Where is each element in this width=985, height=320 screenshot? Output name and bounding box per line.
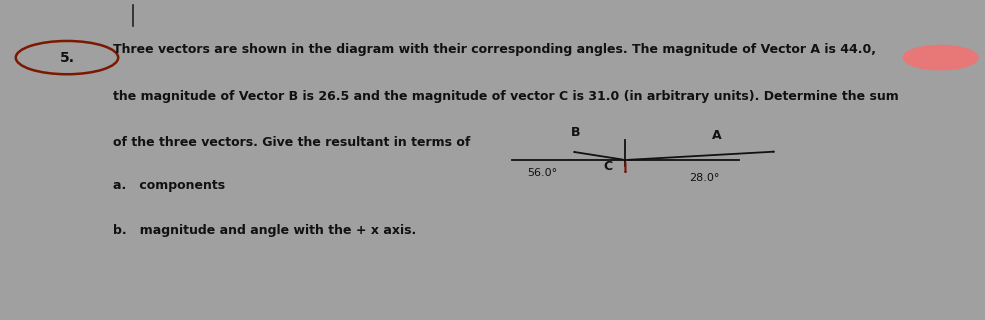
Text: A: A — [712, 129, 722, 142]
Text: b.   magnitude and angle with the + x axis.: b. magnitude and angle with the + x axis… — [113, 224, 417, 237]
Text: of the three vectors. Give the resultant in terms of: of the three vectors. Give the resultant… — [113, 136, 471, 149]
Circle shape — [903, 45, 978, 70]
Text: 28.0°: 28.0° — [690, 172, 720, 183]
Text: C: C — [603, 160, 613, 172]
Text: B: B — [570, 126, 580, 139]
Text: the magnitude of Vector B is 26.5 and the magnitude of vector C is 31.0 (in arbi: the magnitude of Vector B is 26.5 and th… — [113, 90, 899, 103]
Text: 56.0°: 56.0° — [527, 168, 557, 178]
Text: a.   components: a. components — [113, 179, 226, 192]
Text: 5.: 5. — [59, 51, 75, 65]
Text: Three vectors are shown in the diagram with their corresponding angles. The magn: Three vectors are shown in the diagram w… — [113, 43, 877, 56]
